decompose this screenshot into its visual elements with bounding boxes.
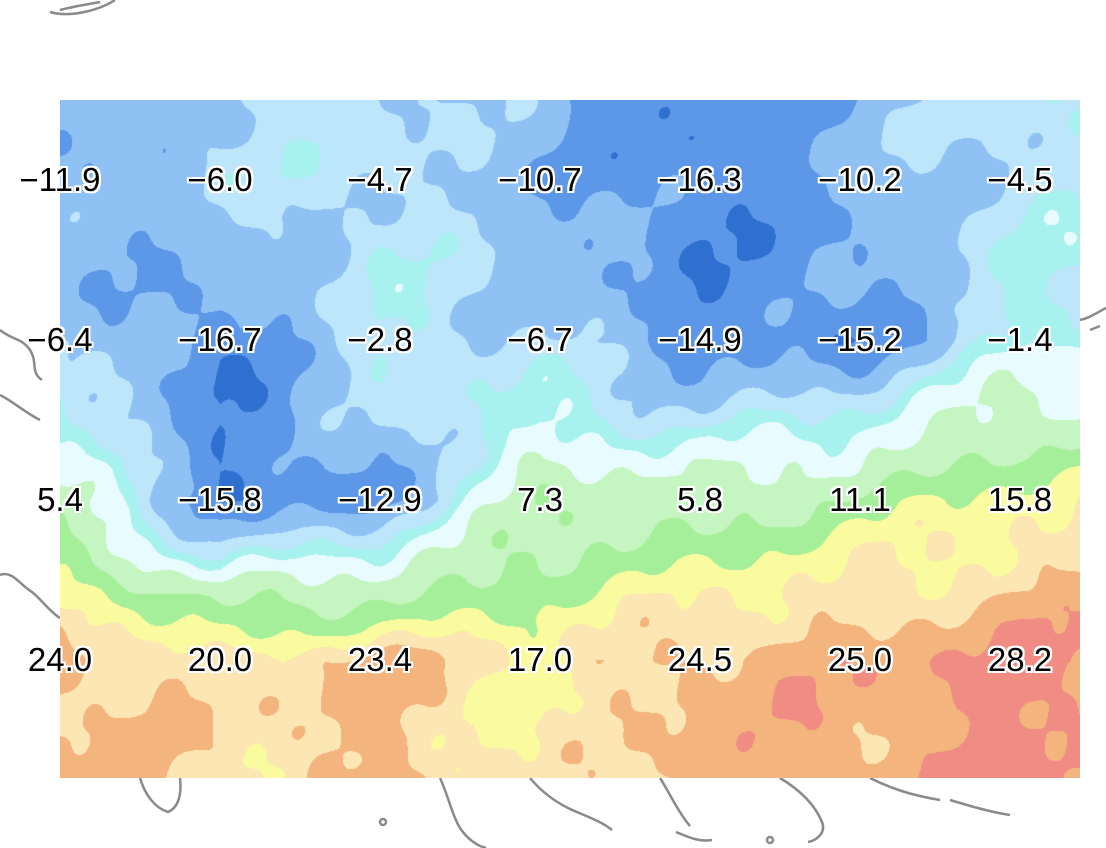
temperature-label: −12.9 — [338, 481, 422, 518]
coastline-top — [49, 0, 116, 16]
temperature-label: 25.0 — [827, 641, 893, 678]
temperature-label: −15.8 — [178, 481, 262, 518]
temperature-label: −6.7 — [507, 321, 573, 358]
temperature-label: 5.8 — [677, 481, 723, 518]
temperature-label: 5.4 — [37, 481, 83, 518]
temperature-label: −15.2 — [818, 321, 902, 358]
temperature-label: −6.4 — [27, 321, 93, 358]
temperature-heatmap — [60, 100, 1080, 778]
temperature-label: −10.7 — [498, 161, 582, 198]
temperature-label: −4.5 — [987, 161, 1053, 198]
temperature-label: −11.9 — [19, 161, 101, 198]
temperature-label: −10.2 — [818, 161, 902, 198]
temperature-label: 24.0 — [27, 641, 93, 678]
temperature-label: 20.0 — [187, 641, 253, 678]
temperature-label: −14.9 — [658, 321, 742, 358]
coastline-south-3 — [529, 777, 613, 831]
coastline-south-5 — [779, 776, 825, 844]
temperature-label: 7.3 — [517, 481, 563, 518]
coastline-south-2 — [438, 777, 487, 848]
temperature-label: 11.1 — [829, 481, 891, 518]
temperature-label: −1.4 — [987, 321, 1053, 358]
temperature-label: 28.2 — [987, 641, 1053, 678]
coastline-east — [1079, 306, 1106, 332]
temperature-label: −16.3 — [658, 161, 742, 198]
temperature-label: 23.4 — [347, 641, 413, 678]
temperature-label: 15.8 — [987, 481, 1053, 518]
temperature-label: −16.7 — [178, 321, 262, 358]
temperature-label: 24.5 — [667, 641, 733, 678]
coastline-south-6 — [869, 776, 1011, 817]
temperature-label: −6.0 — [187, 161, 253, 198]
coastline-south-4 — [658, 777, 713, 842]
coastline-west — [0, 329, 61, 620]
temperature-label: 17.0 — [507, 641, 573, 678]
temperature-label: −2.8 — [347, 321, 413, 358]
temperature-label: −4.7 — [347, 161, 413, 198]
coastline-south-1 — [138, 777, 182, 814]
